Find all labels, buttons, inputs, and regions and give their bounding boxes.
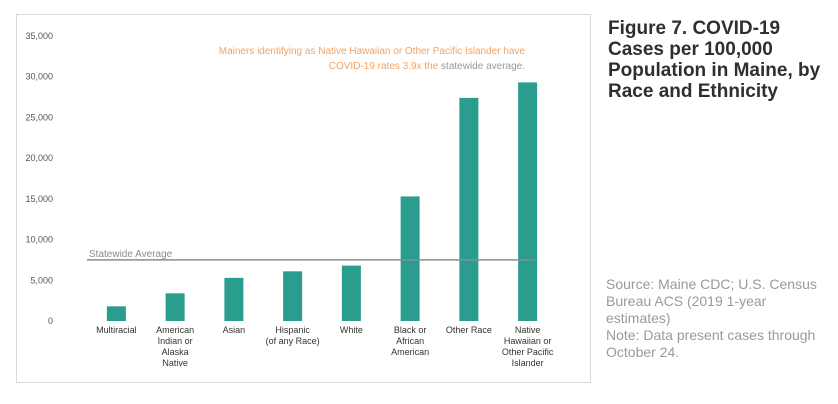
x-tick-label: American Indian or Alaska Native — [156, 325, 194, 368]
annotation-line-1: Mainers identifying as Native Hawaiian o… — [219, 46, 526, 57]
y-tick-label: 35,000 — [25, 31, 53, 41]
figure-title: Figure 7. COVID-19 Cases per 100,000 Pop… — [608, 18, 821, 102]
bar — [400, 196, 420, 321]
bar — [106, 306, 126, 321]
source-note-block: Source: Maine CDC; U.S. Census Bureau AC… — [606, 276, 834, 361]
bar — [459, 97, 479, 321]
bar-series — [106, 82, 538, 322]
y-tick-label: 5,000 — [30, 275, 53, 285]
bar — [165, 293, 185, 321]
annotation-muted-text: statewide average. — [441, 61, 525, 72]
x-tick-label: White — [340, 325, 363, 335]
y-tick-label: 10,000 — [25, 235, 53, 245]
bar-chart: 0 5,000 10,000 15,000 20,000 25,000 30,000 35,0… — [25, 31, 554, 368]
statewide-average-line-group: Statewide Average — [87, 249, 535, 261]
y-axis: 0 5,000 10,000 15,000 20,000 25,000 30,000 35,0… — [25, 31, 53, 326]
annotation-line-2: COVID-19 rates 3.9x the statewide averag… — [329, 61, 525, 72]
y-tick-label: 30,000 — [25, 72, 53, 82]
x-axis-labels: Multiracial American Indian or Alaska Native… — [96, 325, 554, 368]
annotation-highlight-text: COVID-19 rates 3.9x the — [329, 61, 441, 72]
x-tick-label: Multiracial — [96, 325, 137, 335]
y-tick-label: 0 — [48, 316, 53, 326]
statewide-average-label: Statewide Average — [89, 249, 173, 260]
y-tick-label: 25,000 — [25, 112, 53, 122]
y-tick-label: 15,000 — [25, 194, 53, 204]
source-text: Source: Maine CDC; U.S. Census Bureau AC… — [606, 276, 817, 326]
x-tick-label: Hispanic (of any Race) — [266, 325, 320, 346]
x-tick-label: Black or African American — [391, 325, 429, 357]
note-text: Note: Data present cases through October… — [606, 327, 816, 360]
bar — [518, 82, 538, 322]
x-tick-label: Native Hawaiian or Other Pacific Islander — [502, 325, 554, 368]
chart-annotation: Mainers identifying as Native Hawaiian o… — [219, 46, 526, 72]
x-tick-label: Other Race — [446, 325, 492, 335]
bar — [283, 271, 303, 321]
chart-panel: 0 5,000 10,000 15,000 20,000 25,000 30,000 35,0… — [16, 14, 591, 383]
bar — [224, 277, 244, 321]
bar — [341, 265, 361, 321]
x-tick-label: Asian — [223, 325, 246, 335]
y-tick-label: 20,000 — [25, 153, 53, 163]
